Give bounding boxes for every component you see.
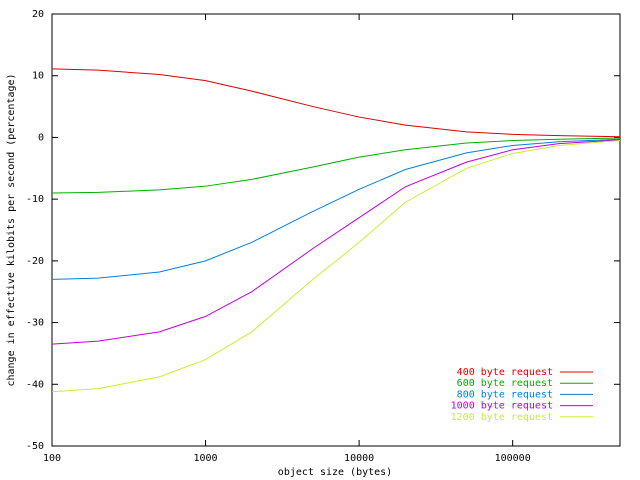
series-line xyxy=(51,140,621,393)
y-tick-label: 10 xyxy=(32,71,44,82)
x-tick-label: 10000 xyxy=(344,453,374,464)
y-tick-label: 20 xyxy=(32,9,44,20)
series-line xyxy=(51,139,621,345)
y-tick-label: -20 xyxy=(26,256,44,267)
plot-border xyxy=(51,13,621,447)
x-axis-label: object size (bytes) xyxy=(278,467,392,478)
x-tick-label: 1000 xyxy=(194,453,218,464)
y-tick-label: -10 xyxy=(26,194,44,205)
x-tick-label: 100000 xyxy=(495,453,531,464)
legend-label: 1000 byte request xyxy=(451,401,553,412)
series-line xyxy=(51,68,621,138)
legend-label: 1200 byte request xyxy=(451,412,553,423)
legend-label: 600 byte request xyxy=(457,378,553,389)
series-line xyxy=(51,138,621,280)
y-tick-label: -40 xyxy=(26,379,44,390)
legend-label: 400 byte request xyxy=(457,367,553,378)
y-axis-label: change in effective kilobits per second … xyxy=(6,73,17,386)
y-tick-label: -50 xyxy=(26,441,44,452)
y-tick-label: 0 xyxy=(38,132,44,143)
y-tick-label: -30 xyxy=(26,318,44,329)
legend-label: 800 byte request xyxy=(457,389,553,400)
series-line xyxy=(51,137,621,194)
x-tick-label: 100 xyxy=(43,453,61,464)
